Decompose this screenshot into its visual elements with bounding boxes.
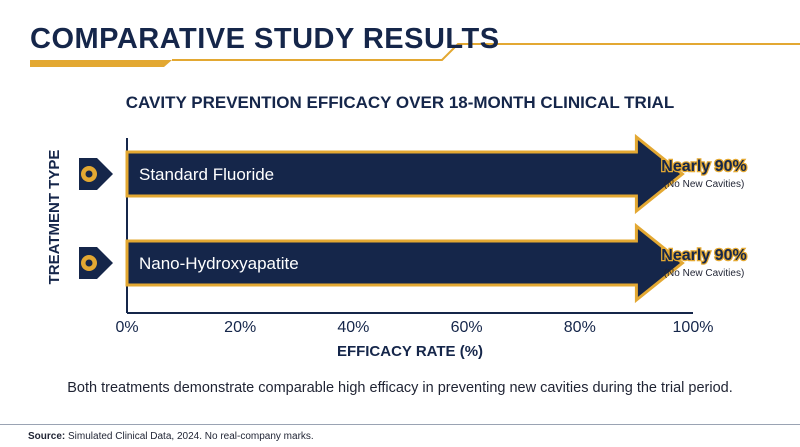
x-tick-label: 60% — [451, 319, 483, 336]
x-axis-label: EFFICACY RATE (%) — [337, 343, 483, 360]
source-note: Source: Simulated Clinical Data, 2024. N… — [28, 431, 314, 442]
bar-chart: TREATMENT TYPE 0% 20% 40% 60% 80% 100% EFFICACY… — [46, 133, 748, 360]
data-label: Nearly 90% — [661, 247, 746, 264]
page-title: COMPARATIVE STUDY RESULTS — [30, 23, 500, 55]
data-label: Nearly 90% — [661, 158, 746, 175]
category-marker-dot — [85, 170, 93, 178]
category-marker-dot — [85, 259, 93, 267]
x-tick-label: 100% — [673, 319, 714, 336]
data-sublabel: (No New Cavities) — [664, 268, 745, 279]
header-accent-line — [172, 43, 800, 61]
category-label: Nano-Hydroxyapatite — [139, 254, 299, 273]
x-tick-label: 40% — [337, 319, 369, 336]
category-label: Standard Fluoride — [139, 165, 274, 184]
header-rule — [30, 43, 800, 67]
data-sublabel: (No New Cavities) — [664, 179, 745, 190]
y-axis-label: TREATMENT TYPE — [46, 150, 63, 285]
chart-title: CAVITY PREVENTION EFFICACY OVER 18-MONTH… — [125, 93, 675, 112]
x-tick-label: 0% — [115, 319, 138, 336]
x-tick-label: 80% — [564, 319, 596, 336]
x-tick-label: 20% — [224, 319, 256, 336]
header-accent-bar — [30, 60, 172, 67]
source-label: Source: — [28, 431, 66, 442]
bar — [125, 222, 685, 304]
bar — [125, 133, 685, 215]
footer-divider — [0, 424, 800, 425]
chart-caption: Both treatments demonstrate comparable h… — [67, 380, 733, 396]
source-text: Simulated Clinical Data, 2024. No real-c… — [68, 431, 314, 442]
